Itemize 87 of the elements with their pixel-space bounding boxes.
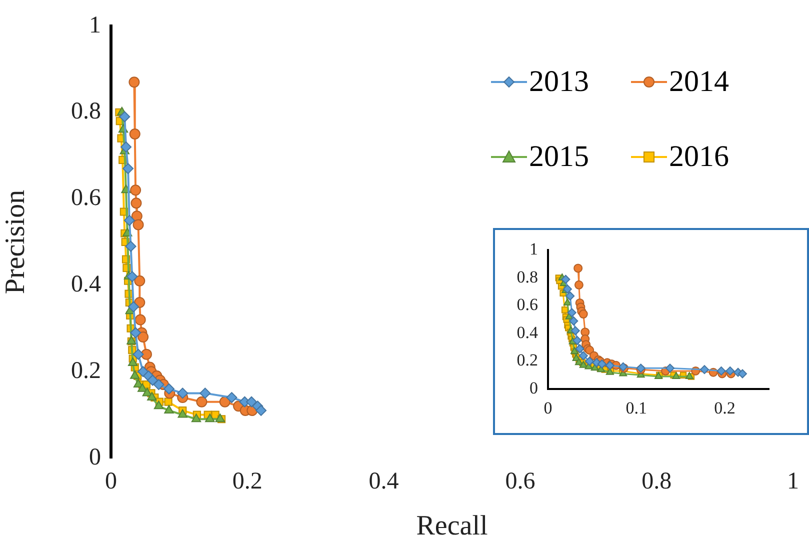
point [128,357,138,366]
point [574,280,584,290]
y-tick-label: 0 [530,378,538,398]
legend-label: 2016 [669,140,729,174]
point [129,128,140,140]
x-tick-label: 0.4 [368,468,399,495]
point [726,366,735,376]
point [138,332,149,343]
x-axis-title: Recall [416,510,488,542]
point [178,409,188,418]
point [572,336,582,345]
point [191,414,202,422]
point [119,111,130,122]
x-tick-label: 0.2 [714,398,736,418]
point [574,264,583,273]
point [578,351,588,360]
point [585,356,594,366]
point [130,370,140,379]
point [567,308,576,318]
point [177,388,188,399]
point [256,404,267,416]
point [132,219,144,230]
point [130,184,142,196]
point [154,400,164,410]
point [738,369,747,378]
point [134,314,146,326]
y-tick-label: 0.8 [516,267,538,286]
y-tick-label: 1 [530,240,538,259]
point [164,398,172,406]
legend-label: 2015 [529,140,589,174]
point [147,374,158,386]
y-tick-label: 0.4 [516,322,538,342]
point [122,163,134,174]
legend-label: 2013 [529,65,589,99]
point [120,141,132,152]
point [716,366,726,376]
point [569,316,578,326]
point [147,392,157,401]
point [125,240,136,252]
y-tick-label: 0.2 [516,350,538,370]
y-tick-label: 0.2 [71,358,101,384]
y-tick-label: 0.6 [71,185,101,212]
point [226,392,238,404]
point [164,404,174,414]
x-tick-label: 0.2 [232,468,262,495]
point [138,383,148,392]
point [134,275,146,286]
y-tick-label: 0.6 [516,295,538,314]
x-tick-label: 0 [544,398,552,418]
point [672,372,680,380]
point [140,348,152,360]
point [126,271,138,282]
y-tick-label: 0 [89,444,101,470]
point [561,306,568,314]
point [138,366,149,378]
point [205,414,215,422]
point [200,388,211,399]
legend-label: 2014 [669,65,729,99]
x-tick-label: 0 [105,468,117,495]
point [128,76,140,88]
point [130,327,142,338]
y-tick-label: 0.8 [71,98,101,125]
point [128,301,140,312]
point [700,365,709,374]
point [246,396,257,408]
y-axis-title: Precision [0,190,32,294]
point [561,274,570,284]
point [575,344,584,354]
y-tick-label: 0.4 [71,271,101,298]
point [578,310,588,319]
y-tick-label: 1 [89,12,101,38]
point [196,396,208,408]
point [570,326,580,336]
point [566,292,575,301]
point [142,388,152,396]
point [132,348,144,360]
point [597,360,606,369]
point [665,364,674,373]
point [685,372,694,380]
point [153,379,164,390]
point [563,298,572,306]
point [130,198,142,209]
x-tick-label: 1 [787,468,799,495]
x-tick-label: 0.8 [642,468,672,495]
point [124,214,135,226]
point [163,383,174,394]
x-tick-label: 0.1 [626,398,648,418]
